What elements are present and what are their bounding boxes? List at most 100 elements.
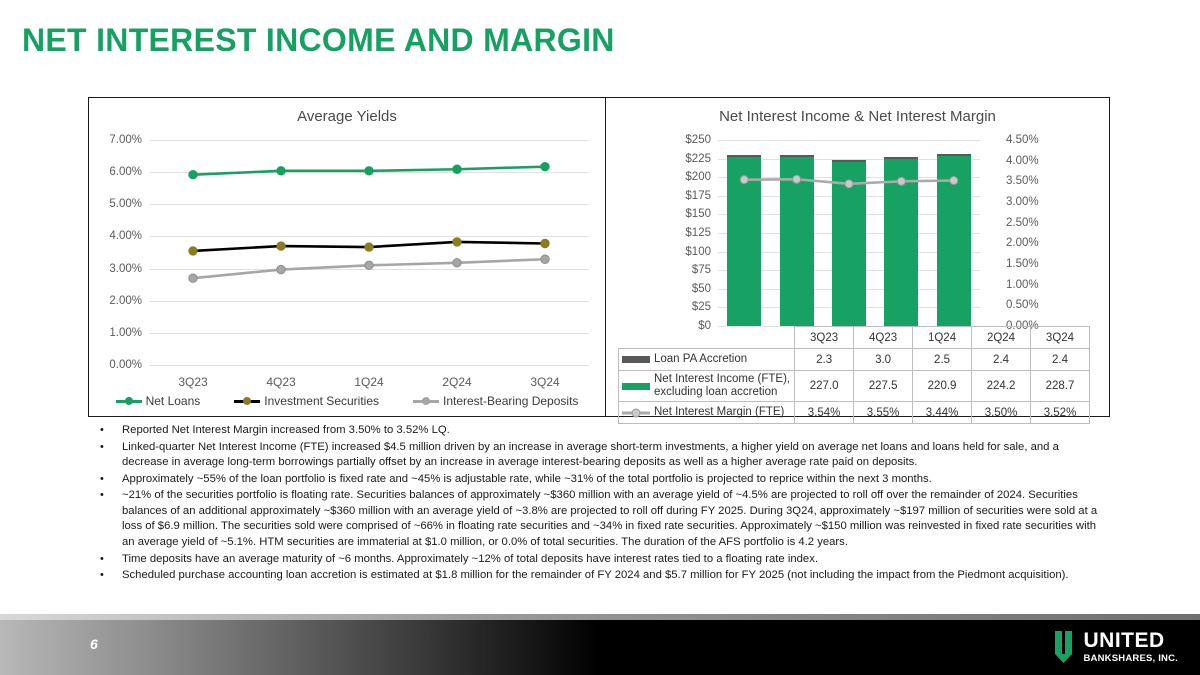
left-axis-tick-label: $25 xyxy=(691,301,711,314)
right-axis-tick-label: 1.00% xyxy=(1006,278,1039,291)
y-axis-tick-label: 2.00% xyxy=(109,294,142,307)
data-point-marker xyxy=(896,176,906,186)
bullet-item: • Scheduled purchase accounting loan accr… xyxy=(100,568,1108,584)
gridline xyxy=(149,300,589,302)
bullet-text: Linked-quarter Net Interest Income (FTE)… xyxy=(122,440,1059,469)
page-title: NET INTEREST INCOME AND MARGIN xyxy=(22,22,615,58)
y-axis-tick-label: 7.00% xyxy=(109,134,142,146)
legend-marker-dot xyxy=(124,397,133,405)
left-axis-tick-label: $250 xyxy=(685,134,711,146)
right-axis-tick-label: 2.00% xyxy=(1006,237,1039,250)
bar-segment-loan-accretion xyxy=(779,154,814,157)
table-row-label: Loan PA Accretion xyxy=(617,348,796,371)
legend-line-swatch xyxy=(115,397,142,405)
bullet-item: • Approximately ~55% of the loan portfoli… xyxy=(100,472,1108,488)
y-axis-tick-label: 1.00% xyxy=(109,326,142,339)
table-column-header: 3Q24 xyxy=(1030,326,1090,349)
bullet-text: Reported Net Interest Margin increased f… xyxy=(122,424,450,436)
table-cell: 2.4 xyxy=(971,348,1031,371)
y-axis-tick-label: 5.00% xyxy=(109,198,142,211)
left-axis-tick-label: $75 xyxy=(691,264,711,277)
table-cell: 220.9 xyxy=(912,369,973,403)
legend-item: Investment Securities xyxy=(234,394,379,408)
bar-segment-loan-accretion xyxy=(884,157,919,160)
x-axis-tick-label: 3Q24 xyxy=(530,375,560,389)
table-column-header: 4Q23 xyxy=(853,326,914,349)
data-point-marker xyxy=(188,273,198,283)
gridline xyxy=(149,365,589,366)
row-key-and-label: Loan PA Accretion xyxy=(622,353,790,366)
average-yields-series-svg xyxy=(188,161,550,283)
table-header-row: 3Q23 4Q23 1Q24 2Q24 3Q24 xyxy=(619,326,1090,349)
bullet-marker-icon: • xyxy=(100,552,104,565)
data-point-marker xyxy=(188,170,198,180)
bar-segment-loan-accretion xyxy=(832,159,866,162)
bar-segment-loan-accretion xyxy=(727,155,762,158)
legend-line-swatch xyxy=(413,397,439,405)
nii-nim-chart-panel: Net Interest Income & Net Interest Margi… xyxy=(605,97,1110,425)
bullet-text: Scheduled purchase accounting loan accre… xyxy=(122,569,1069,582)
nii-nim-plot-area: $0 $25 $50 $75 $100 $125 $150 $175 $200 $225 $250 0… xyxy=(685,134,1038,332)
bullet-marker-icon: • xyxy=(100,424,104,436)
gridline xyxy=(149,140,589,141)
bullet-text: Time deposits have an average maturity o… xyxy=(122,552,818,565)
gridline xyxy=(149,332,589,334)
data-point-marker xyxy=(276,264,286,275)
chart-title-nii-nim: Net Interest Income & Net Interest Margi… xyxy=(719,108,996,125)
legend-label: Interest-Bearing Deposits xyxy=(443,394,579,408)
x-axis-tick-label: 1Q24 xyxy=(354,375,384,389)
data-point-marker xyxy=(739,175,749,185)
page-number: 6 xyxy=(90,636,98,652)
gridline xyxy=(149,204,589,206)
data-point-marker xyxy=(540,254,550,264)
table-row-label: Net Interest Income (FTE), excluding loan… xyxy=(617,369,796,403)
bullet-item: • Time deposits have an average maturity … xyxy=(100,552,1108,568)
right-axis-tick-label: 3.50% xyxy=(1006,175,1039,188)
table-row: Loan PA Accretion 2.3 3.0 2.5 2.4 2.4 xyxy=(617,348,1090,371)
table-cell: 3.44% xyxy=(912,401,973,425)
table-cell: 224.2 xyxy=(971,369,1031,403)
right-axis-tick-label: 1.50% xyxy=(1006,258,1039,270)
table-cell: 2.5 xyxy=(912,348,973,371)
table-corner-cell xyxy=(619,327,795,349)
data-point-marker xyxy=(792,174,802,184)
bullet-marker-icon: • xyxy=(100,472,104,485)
bar-segment-loan-accretion xyxy=(936,154,971,156)
data-point-marker xyxy=(276,166,286,176)
row-label-text: Net Interest Margin (FTE) xyxy=(654,406,785,419)
table-cell: 3.0 xyxy=(853,348,914,371)
bullet-text: Approximately ~55% of the loan portfolio… xyxy=(122,472,932,485)
left-axis-tick-label: $175 xyxy=(685,189,711,202)
legend-marker-dot xyxy=(422,397,430,405)
data-point-marker xyxy=(540,161,550,172)
gridline xyxy=(149,236,589,238)
table-cell: 2.3 xyxy=(794,348,855,371)
x-axis-tick-label: 4Q23 xyxy=(266,375,296,389)
table-row-label: Net Interest Margin (FTE) xyxy=(617,401,796,425)
bullet-item: • Reported Net Interest Margin increased … xyxy=(100,423,1108,439)
data-point-marker xyxy=(188,246,198,256)
nii-nim-data-table: 3Q23 4Q23 1Q24 2Q24 3Q24 Loan PA Accretion 2.3… xyxy=(617,326,1090,425)
gridline xyxy=(718,158,980,160)
data-point-marker xyxy=(276,241,286,251)
row-label-text: Loan PA Accretion xyxy=(654,352,748,365)
data-point-marker xyxy=(949,176,959,186)
table-cell: 3.54% xyxy=(794,401,855,425)
legend-line-swatch xyxy=(234,397,261,405)
logo-text-block: UNITED BANKSHARES, INC. xyxy=(1083,630,1178,664)
left-axis-tick-label: $100 xyxy=(685,245,711,258)
bullet-item: • Linked-quarter Net Interest Income (FTE… xyxy=(100,440,1108,471)
footer-divider xyxy=(0,614,1200,620)
row-key-and-label: Net Interest Margin (FTE) xyxy=(622,406,790,419)
legend-line-marker-icon xyxy=(622,409,650,416)
legend-label: Investment Securities xyxy=(264,394,379,408)
data-point-marker xyxy=(540,238,550,249)
data-point-marker xyxy=(364,260,374,271)
legend-item: Interest-Bearing Deposits xyxy=(413,394,578,408)
bullet-marker-icon: • xyxy=(100,489,104,502)
table-row: Net Interest Income (FTE), excluding loan… xyxy=(617,369,1090,403)
right-axis-tick-label: 2.50% xyxy=(1006,216,1039,229)
data-point-marker xyxy=(364,166,374,176)
logo-subtitle: BANKSHARES, INC. xyxy=(1083,653,1178,665)
legend-color-swatch xyxy=(622,356,650,363)
